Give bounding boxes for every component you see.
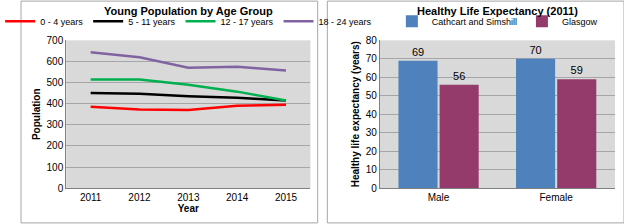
svg-text:12 - 17 years: 12 - 17 years — [221, 17, 274, 27]
svg-text:500: 500 — [47, 77, 64, 88]
svg-text:Female: Female — [539, 192, 573, 203]
svg-text:20: 20 — [366, 146, 378, 157]
svg-text:Cathcart and Simshill: Cathcart and Simshill — [432, 17, 517, 27]
svg-text:Healthy life expectancy (years: Healthy life expectancy (years) — [350, 41, 361, 187]
svg-text:400: 400 — [47, 98, 64, 109]
svg-text:2013: 2013 — [177, 192, 200, 203]
svg-text:Young Population by Age Group: Young Population by Age Group — [104, 5, 273, 17]
svg-text:Male: Male — [428, 192, 450, 203]
svg-text:60: 60 — [366, 72, 378, 83]
svg-text:Healthy Life Expectancy (2011): Healthy Life Expectancy (2011) — [417, 5, 578, 17]
svg-text:2012: 2012 — [128, 192, 151, 203]
svg-text:70: 70 — [529, 44, 541, 56]
svg-text:700: 700 — [47, 35, 64, 46]
svg-text:200: 200 — [47, 140, 64, 151]
svg-text:0 - 4 years: 0 - 4 years — [40, 17, 83, 27]
svg-text:30: 30 — [366, 127, 378, 138]
svg-text:50: 50 — [366, 90, 378, 101]
svg-text:2011: 2011 — [80, 192, 102, 203]
svg-text:56: 56 — [453, 70, 465, 82]
svg-text:59: 59 — [571, 64, 583, 76]
svg-text:70: 70 — [366, 53, 378, 64]
svg-text:100: 100 — [47, 162, 64, 173]
svg-text:300: 300 — [47, 119, 64, 130]
svg-text:Year: Year — [178, 203, 199, 214]
svg-text:5 - 11 years: 5 - 11 years — [128, 17, 175, 27]
svg-text:0: 0 — [371, 183, 377, 194]
svg-text:600: 600 — [47, 56, 64, 67]
svg-text:69: 69 — [412, 46, 424, 58]
svg-text:80: 80 — [366, 35, 378, 46]
svg-text:40: 40 — [366, 109, 378, 120]
svg-text:Glasgow: Glasgow — [562, 17, 598, 27]
svg-text:18 - 24 years: 18 - 24 years — [319, 17, 372, 27]
svg-text:2014: 2014 — [226, 192, 249, 203]
svg-text:0: 0 — [58, 183, 64, 194]
svg-text:Population: Population — [31, 88, 42, 140]
svg-text:10: 10 — [366, 164, 378, 175]
svg-text:2015: 2015 — [275, 192, 298, 203]
